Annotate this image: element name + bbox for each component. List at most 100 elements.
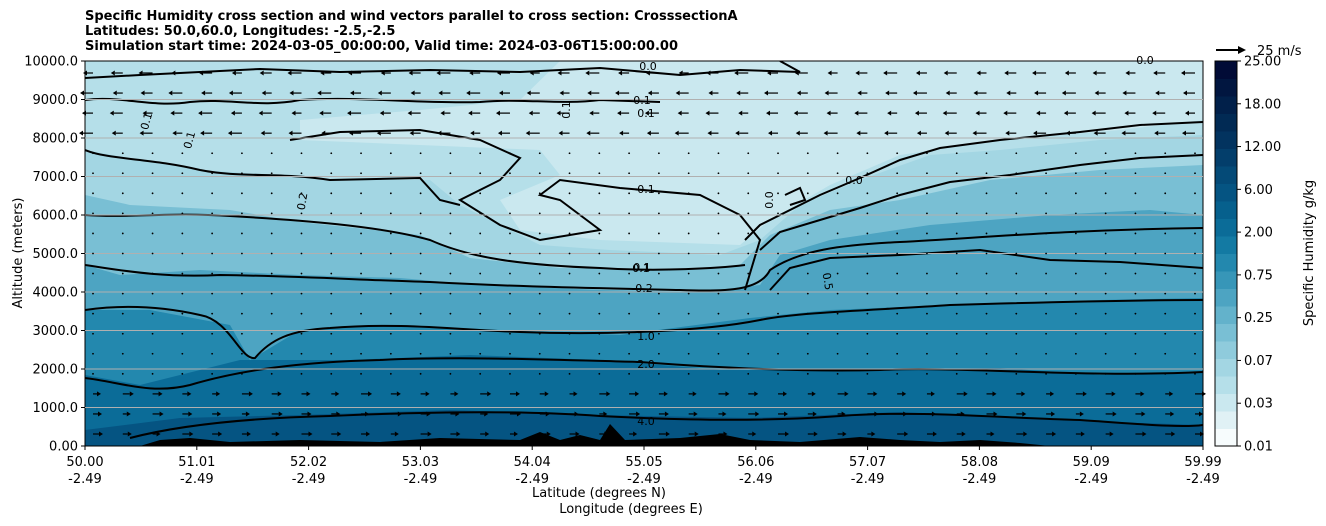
wind-vector-dot <box>389 312 392 315</box>
wind-vector-head <box>515 391 520 397</box>
wind-vector-head <box>692 391 697 397</box>
colorbar-segment <box>1215 393 1237 412</box>
wind-vector-dot <box>1045 272 1047 275</box>
wind-vector-head <box>972 130 977 136</box>
wind-vector-head <box>785 431 790 437</box>
wind-vector-dot <box>1194 172 1196 175</box>
wind-vector-dot <box>1015 152 1018 155</box>
wind-vector-dot <box>211 192 214 195</box>
wind-vector-dot <box>1015 212 1018 215</box>
wind-vector-head <box>764 90 769 96</box>
wind-vector-head <box>795 130 800 136</box>
wind-vector-dot <box>896 192 899 195</box>
wind-vector-dot <box>181 332 184 335</box>
colorbar-segment <box>1215 428 1237 447</box>
wind-vector-dot <box>449 192 452 195</box>
x-tick-label-longitude: -2.49 <box>292 472 326 487</box>
wind-vector-head <box>707 130 712 136</box>
wind-vector-dot <box>777 252 779 255</box>
wind-vector-head <box>278 411 283 417</box>
wind-vector-head <box>1124 110 1129 116</box>
wind-vector-head <box>336 411 341 417</box>
colorbar-tick-label: 0.75 <box>1244 268 1273 283</box>
wind-vector-head <box>427 431 432 437</box>
wind-vector-dot <box>777 372 779 375</box>
wind-vector-head <box>487 391 492 397</box>
wind-vector-dot <box>300 192 303 195</box>
wind-vector-head <box>557 70 562 76</box>
colorbar-segment <box>1215 148 1237 167</box>
wind-vector-dot <box>121 152 124 155</box>
wind-vector-dot <box>1164 372 1167 375</box>
wind-vector-dot <box>985 212 988 215</box>
wind-vector-dot <box>657 272 660 275</box>
wind-vector-dot <box>598 372 601 375</box>
wind-vector-dot <box>1015 352 1018 355</box>
wind-vector-head <box>246 431 251 437</box>
wind-vector-dot <box>985 172 988 175</box>
wind-vector-dot <box>509 212 511 215</box>
wind-vector-dot <box>1045 172 1047 175</box>
wind-vector-dot <box>300 272 303 275</box>
contour-label: 0.1 <box>181 130 198 150</box>
wind-vector-dot <box>1104 312 1107 315</box>
wind-vector-dot <box>300 232 303 235</box>
wind-vector-head <box>275 431 280 437</box>
wind-vector-dot <box>568 212 571 215</box>
contour-label: 2.0 <box>637 358 655 371</box>
wind-vector-dot <box>538 212 541 215</box>
wind-vector-dot <box>211 172 214 175</box>
wind-vector-dot <box>926 232 928 235</box>
wind-vector-dot <box>1164 352 1167 355</box>
wind-vector-dot <box>270 252 273 255</box>
wind-vector-dot <box>1015 272 1018 275</box>
wind-vector-head <box>644 110 649 116</box>
wind-vector-head <box>1033 130 1038 136</box>
wind-vector-dot <box>568 372 571 375</box>
wind-vector-head <box>408 70 413 76</box>
x-tick-label-longitude: -2.49 <box>627 472 661 487</box>
wind-vector-dot <box>896 212 899 215</box>
wind-vector-dot <box>270 232 273 235</box>
wind-vector-head <box>738 110 743 116</box>
wind-vector-dot <box>1194 152 1196 155</box>
wind-vector-dot <box>1104 292 1107 295</box>
wind-vector-head <box>857 90 862 96</box>
wind-vector-head <box>306 391 311 397</box>
wind-vector-head <box>260 130 265 136</box>
wind-vector-dot <box>270 292 273 295</box>
wind-vector-head <box>796 90 801 96</box>
wind-vector-dot <box>806 292 809 295</box>
colorbar-tick-label: 2.00 <box>1244 226 1273 241</box>
wind-vector-head <box>636 411 641 417</box>
wind-vector-dot <box>926 292 928 295</box>
wind-vector-head <box>1171 431 1176 437</box>
wind-vector-dot <box>92 292 94 295</box>
wind-vector-head <box>1064 70 1069 76</box>
wind-vector-dot <box>1015 232 1018 235</box>
wind-vector-head <box>528 110 533 116</box>
wind-vector-dot <box>509 312 511 315</box>
wind-vector-dot <box>181 312 184 315</box>
wind-vector-head <box>516 411 521 417</box>
wind-vector-head <box>321 130 326 136</box>
wind-vector-dot <box>896 332 899 335</box>
wind-vector-head <box>248 391 253 397</box>
wind-vector-head <box>1094 90 1099 96</box>
wind-vector-head <box>394 431 399 437</box>
wind-vector-dot <box>538 172 541 175</box>
wind-vector-dot <box>121 372 124 375</box>
wind-vector-dot <box>360 352 362 355</box>
wind-vector-head <box>904 431 909 437</box>
wind-vector-head <box>992 391 997 397</box>
wind-vector-dot <box>449 292 452 295</box>
wind-vector-head <box>437 130 442 136</box>
wind-vector-dot <box>836 272 839 275</box>
wind-vector-dot <box>389 212 392 215</box>
wind-vector-head <box>766 110 771 116</box>
x-tick-label-longitude: -2.49 <box>404 472 438 487</box>
wind-vector-dot <box>777 152 779 155</box>
wind-vector-dot <box>92 352 94 355</box>
wind-vector-dot <box>479 312 482 315</box>
wind-vector-dot <box>211 152 214 155</box>
